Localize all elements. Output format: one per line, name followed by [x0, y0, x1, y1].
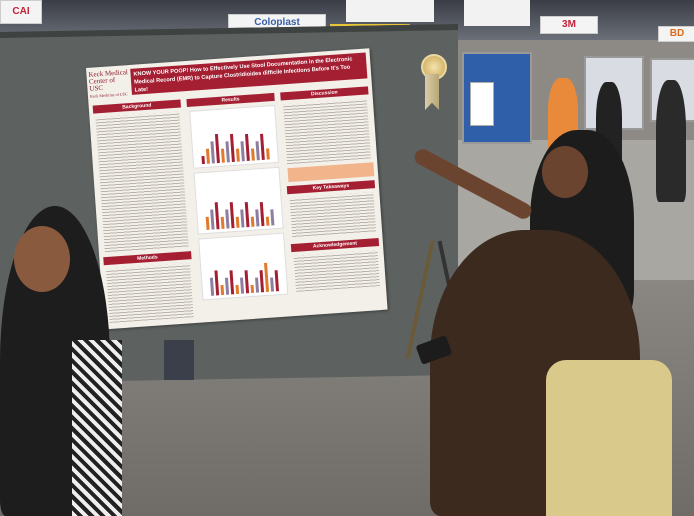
chart-bar	[255, 277, 260, 293]
chart-bar	[229, 270, 235, 295]
text-block	[293, 250, 380, 292]
chart-bar	[255, 141, 260, 161]
banner: 3M	[540, 16, 598, 34]
chart-bar	[210, 141, 215, 164]
chart-bar	[251, 148, 255, 161]
chart-bar	[264, 262, 270, 292]
attendee	[656, 80, 686, 202]
chart-bar	[224, 277, 230, 295]
chart-bar	[220, 284, 225, 296]
presenter-face	[542, 146, 588, 198]
chart-bar	[240, 277, 245, 294]
chart-bar	[209, 277, 215, 296]
sign-stand	[470, 82, 494, 126]
chart-bar	[205, 148, 210, 164]
text-block	[106, 263, 194, 323]
chart-bar	[259, 201, 265, 227]
chart-bar	[214, 270, 220, 296]
chart-bar	[225, 209, 230, 229]
poster-logo: Keck Medical Center of USC Keck Medicine …	[88, 68, 129, 99]
chart-bar	[235, 284, 240, 295]
chart-bar	[274, 270, 280, 292]
bar-chart	[193, 166, 284, 235]
chart-bar	[220, 216, 225, 229]
chart-bar	[210, 209, 215, 230]
chart-bar	[235, 216, 240, 228]
chart-bar	[201, 155, 205, 165]
chart-bar	[266, 148, 270, 160]
chart-bar	[260, 133, 265, 160]
chart-bar	[240, 209, 245, 228]
chart-bar	[265, 216, 270, 226]
banner: CAI	[0, 0, 42, 24]
highlight-box	[287, 162, 375, 183]
chart-bar	[244, 202, 250, 228]
chart-bar	[205, 216, 210, 230]
patterned-shirt	[546, 360, 672, 516]
patterned-dress	[72, 340, 122, 516]
person-legs	[164, 340, 194, 380]
chart-bar	[250, 284, 255, 294]
attendee-left-face	[14, 226, 70, 292]
text-block	[289, 192, 377, 239]
banner: BD	[658, 26, 694, 42]
chart-bar	[214, 202, 220, 230]
chart-bar	[240, 141, 245, 162]
bar-chart	[189, 104, 280, 169]
hanging-sign	[346, 0, 434, 22]
chart-bar	[244, 270, 250, 294]
chart-bar	[220, 148, 225, 163]
chart-bar	[250, 216, 255, 227]
chart-bar	[259, 270, 265, 293]
text-block	[283, 98, 371, 165]
chart-bar	[235, 148, 240, 162]
award-ribbon-tail	[425, 74, 439, 110]
chart-bar	[270, 209, 275, 226]
text-block	[95, 111, 189, 254]
chart-bar	[229, 133, 235, 163]
chart-bar	[229, 202, 235, 229]
chart-bar	[255, 209, 260, 227]
chart-bar	[270, 277, 275, 292]
bar-chart	[198, 232, 289, 301]
chart-bar	[225, 141, 230, 163]
chart-bar	[214, 133, 220, 164]
hanging-sign	[464, 0, 530, 26]
chart-bar	[244, 133, 250, 162]
poster: Keck Medical Center of USC Keck Medicine …	[86, 48, 388, 330]
